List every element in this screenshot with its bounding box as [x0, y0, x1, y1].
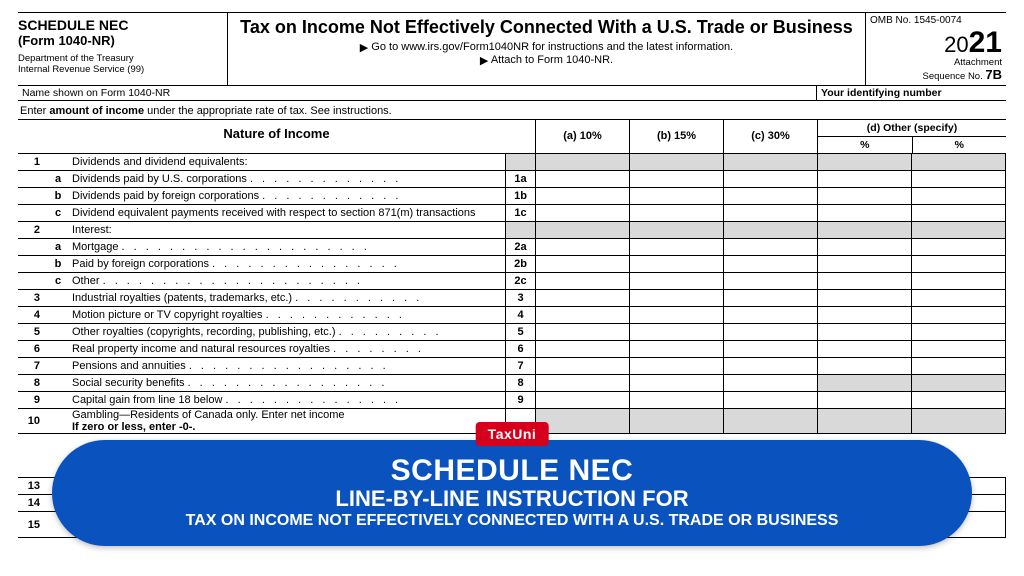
row-2c: c Other . . . . . . . . . . . . . . . . …	[18, 273, 1006, 290]
row-5: 5 Other royalties (copyrights, recording…	[18, 324, 1006, 341]
name-row: Name shown on Form 1040-NR Your identify…	[18, 86, 1006, 101]
enter-instruction: Enter amount of income under the appropr…	[18, 101, 1006, 119]
col-d-label: (d) Other (specify)	[818, 120, 1006, 137]
row-1: 1 Dividends and dividend equivalents:	[18, 154, 1006, 171]
form-sub1: ▶ Go to www.irs.gov/Form1040NR for instr…	[234, 40, 859, 53]
column-headers: Nature of Income (a) 10% (b) 15% (c) 30%…	[18, 119, 1006, 154]
row-3: 3 Industrial royalties (patents, tradema…	[18, 290, 1006, 307]
row-4: 4 Motion picture or TV copyright royalti…	[18, 307, 1006, 324]
row-1b: b Dividends paid by foreign corporations…	[18, 188, 1006, 205]
omb-number: OMB No. 1545-0074	[870, 15, 1002, 26]
id-label: Your identifying number	[816, 86, 1006, 100]
col-d: (d) Other (specify) % %	[818, 120, 1006, 153]
overlay-title-1: SCHEDULE NEC	[92, 454, 932, 488]
row-6: 6 Real property income and natural resou…	[18, 341, 1006, 358]
tax-year: 20 21	[870, 26, 1002, 60]
header-left: SCHEDULE NEC (Form 1040-NR) Department o…	[18, 13, 228, 85]
row-1a: a Dividends paid by U.S. corporations . …	[18, 171, 1006, 188]
form-sub2: ▶ Attach to Form 1040-NR.	[234, 53, 859, 66]
row-7: 7 Pensions and annuities . . . . . . . .…	[18, 358, 1006, 375]
col-d-pct-1: %	[818, 137, 913, 153]
overlay-title-2: LINE-BY-LINE INSTRUCTION FOR	[92, 486, 932, 512]
form-title: Tax on Income Not Effectively Connected …	[234, 17, 859, 38]
col-b: (b) 15%	[630, 120, 724, 153]
col-nature: Nature of Income	[18, 120, 536, 153]
header-middle: Tax on Income Not Effectively Connected …	[228, 13, 866, 85]
taxuni-badge: TaxUni	[476, 422, 549, 446]
col-c: (c) 30%	[724, 120, 818, 153]
dept-line-2: Internal Revenue Service (99)	[18, 65, 221, 76]
row-9: 9 Capital gain from line 18 below . . . …	[18, 392, 1006, 409]
sequence-no: Attachment Sequence No. 7B	[870, 58, 1002, 83]
name-label: Name shown on Form 1040-NR	[18, 86, 816, 100]
col-d-pct-2: %	[913, 137, 1007, 153]
form-number: (Form 1040-NR)	[18, 33, 221, 48]
schedule-name: SCHEDULE NEC	[18, 17, 221, 33]
col-a: (a) 10%	[536, 120, 630, 153]
row-2b: b Paid by foreign corporations . . . . .…	[18, 256, 1006, 273]
dept-lines: Department of the Treasury Internal Reve…	[18, 54, 221, 76]
row-2a: a Mortgage . . . . . . . . . . . . . . .…	[18, 239, 1006, 256]
header-right: OMB No. 1545-0074 20 21 Attachment Seque…	[866, 13, 1006, 85]
overlay-banner: TaxUni SCHEDULE NEC LINE-BY-LINE INSTRUC…	[52, 440, 972, 546]
overlay-title-3: TAX ON INCOME NOT EFFECTIVELY CONNECTED …	[92, 512, 932, 530]
form-header: SCHEDULE NEC (Form 1040-NR) Department o…	[18, 12, 1006, 86]
row-2: 2 Interest:	[18, 222, 1006, 239]
row-1c: c Dividend equivalent payments received …	[18, 205, 1006, 222]
row-8: 8 Social security benefits . . . . . . .…	[18, 375, 1006, 392]
